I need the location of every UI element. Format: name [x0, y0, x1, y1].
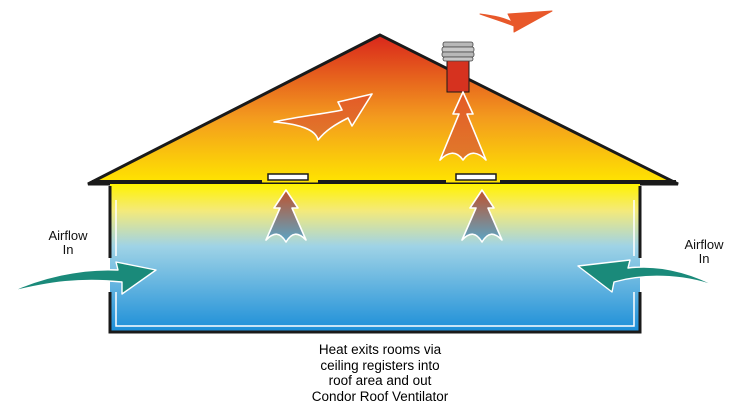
caption-line: Condor Roof Ventilator — [311, 388, 449, 404]
airflow-in-label-left: Airflow In — [48, 228, 88, 257]
room-inner-outline — [115, 200, 635, 327]
room-interior — [110, 184, 640, 332]
ceiling-register-icon — [455, 173, 497, 181]
airflow-in-arrow-icon — [577, 259, 721, 293]
roof-attic — [87, 33, 679, 186]
rising-heat-arrow-icon — [439, 91, 487, 161]
exhaust-arrow-icon — [479, 10, 553, 33]
caption-line: Heat exits rooms via — [318, 342, 442, 357]
airflow-in-arrow-icon — [9, 261, 157, 295]
caption-line: roof area and out — [328, 373, 432, 388]
roof-ventilator-icon — [441, 41, 475, 93]
airflow-in-label-right: Airflow In — [684, 237, 724, 266]
left-wall — [108, 186, 642, 334]
rising-heat-arrow-icon — [265, 189, 307, 243]
caption-line: ceiling registers into — [320, 357, 440, 373]
ceiling-register-icon — [267, 173, 309, 181]
diagram-caption: Heat exits rooms via ceiling registers i… — [255, 342, 505, 404]
rising-heat-arrow-icon — [273, 93, 373, 141]
rising-heat-arrow-icon — [461, 189, 503, 243]
